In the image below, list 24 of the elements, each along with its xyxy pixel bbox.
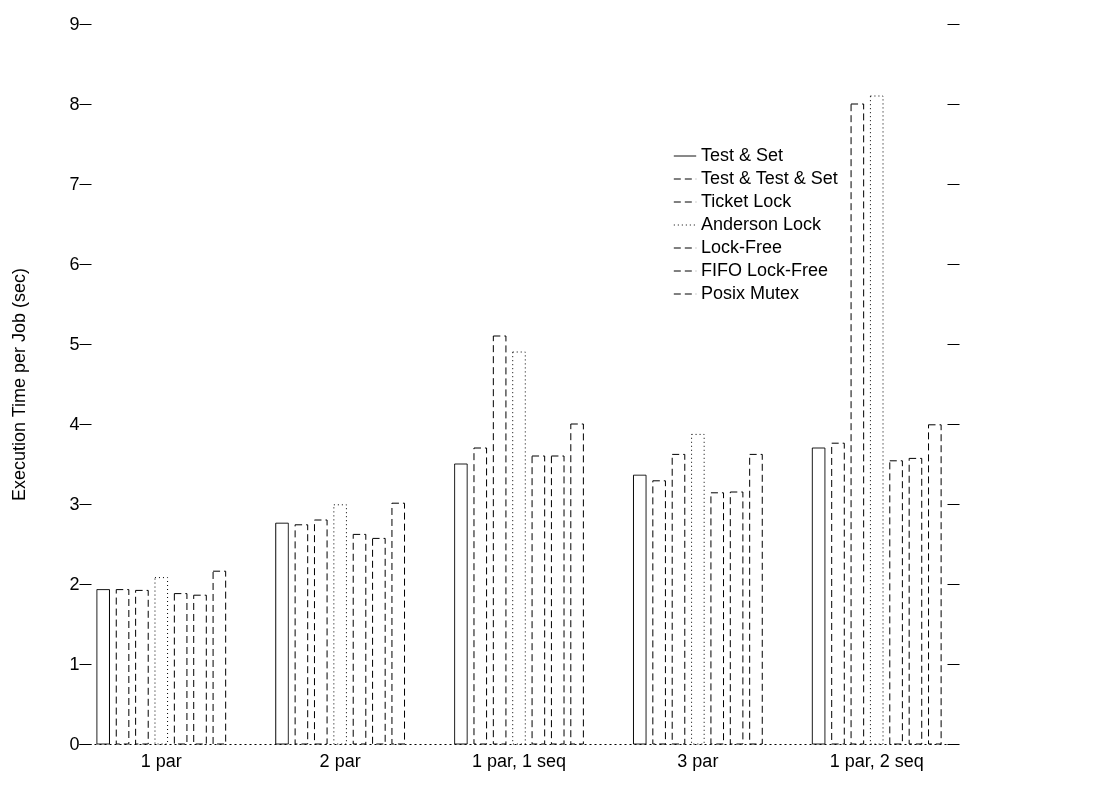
y-tick-label: 4 (69, 413, 80, 434)
x-tick-label: 2 par (319, 750, 361, 771)
x-tick-label: 1 par, 1 seq (471, 750, 567, 771)
legend-label: Lock-Free (701, 237, 783, 257)
legend-label: Anderson Lock (701, 214, 823, 234)
y-axis-title: Execution Time per Job (sec) (9, 267, 30, 502)
y-tick-label: 1 (69, 653, 80, 674)
y-tick-label: 9 (69, 13, 80, 34)
y-tick-label: 7 (69, 173, 80, 194)
y-tick-label: 5 (69, 333, 80, 354)
x-tick-label: 1 par (140, 750, 182, 771)
legend-label: Ticket Lock (701, 191, 793, 211)
y-tick-label: 6 (69, 253, 80, 274)
y-tick-label: 2 (69, 573, 80, 594)
legend-label: Posix Mutex (701, 283, 800, 303)
y-tick-label: 3 (69, 493, 80, 514)
legend-label: Test & Test & Set (701, 168, 838, 188)
x-tick-label: 1 par, 2 seq (829, 750, 924, 771)
y-tick-label: 8 (69, 93, 80, 114)
y-tick-label: 0 (69, 733, 80, 754)
legend-label: FIFO Lock-Free (701, 260, 829, 280)
bar (454, 463, 468, 745)
legend-label: Test & Set (701, 145, 784, 165)
x-tick-label: 3 par (677, 750, 719, 771)
